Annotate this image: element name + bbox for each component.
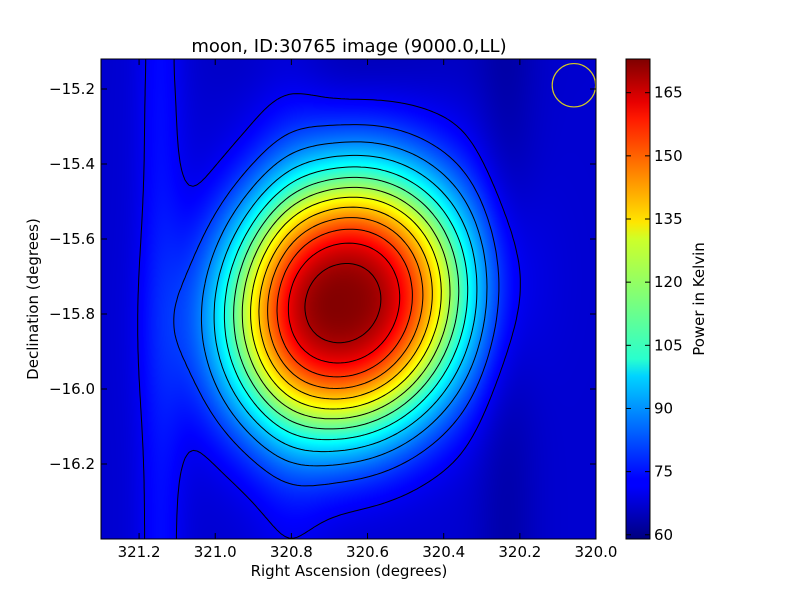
contour-lines [137, 59, 521, 539]
y-axis-ticks: −15.2 −15.4 −15.6 −15.8 −16.0 −16.2 [49, 80, 596, 473]
contour-line [223, 166, 469, 441]
colorbar-tick-label: 75 [654, 463, 673, 481]
colorbar-gradient [626, 59, 650, 539]
contour-line [258, 206, 433, 400]
y-tick-label: −16.2 [49, 455, 95, 473]
contour-line [276, 228, 413, 378]
colorbar-tick-label: 135 [654, 210, 683, 228]
x-tick-label: 320.8 [270, 543, 313, 561]
contour-line [287, 242, 401, 364]
y-tick-label: −15.2 [49, 80, 95, 98]
contour-line [241, 186, 451, 420]
x-tick-label: 321.2 [118, 543, 161, 561]
y-tick-label: −15.4 [49, 155, 95, 173]
colorbar-tick-label: 150 [654, 147, 683, 165]
colorbar-tick-label: 105 [654, 336, 683, 354]
x-axis-ticks: 321.2 321.0 320.8 320.6 320.4 320.2 320.0 [118, 59, 618, 561]
y-tick-label: −16.0 [49, 380, 95, 398]
colorbar-ticks: 60 75 90 105 120 135 150 165 [626, 84, 683, 544]
contour-line [267, 217, 424, 389]
x-axis-label: Right Ascension (degrees) [251, 562, 448, 580]
contour-line [173, 124, 500, 487]
plot-frame [100, 58, 597, 540]
x-tick-label: 321.0 [194, 543, 237, 561]
x-tick-label: 320.4 [422, 543, 465, 561]
plot-area: 321.2 321.0 320.8 320.6 320.4 320.2 320.0 −15.… [49, 58, 618, 561]
heatmap-image [101, 59, 596, 539]
colorbar-tick-label: 60 [654, 526, 673, 544]
colorbar-tick-label: 165 [654, 84, 683, 102]
contour-line [304, 263, 382, 344]
colorbar-tick-label: 120 [654, 273, 683, 291]
contour-line [213, 154, 478, 453]
contour-line [137, 59, 521, 539]
colorbar: 60 75 90 105 120 135 150 165 [625, 58, 683, 544]
x-tick-label: 320.6 [346, 543, 389, 561]
colorbar-frame [625, 58, 651, 540]
y-tick-label: −15.6 [49, 230, 95, 248]
contour-line [200, 141, 488, 467]
x-tick-label: 320.2 [498, 543, 541, 561]
x-tick-label: 320.0 [575, 543, 618, 561]
y-tick-label: −15.8 [49, 305, 95, 323]
contour-line [250, 196, 442, 410]
y-axis-label: Declination (degrees) [24, 218, 42, 380]
chart-title: moon, ID:30765 image (9000.0,LL) [191, 36, 506, 57]
contour-line [233, 176, 460, 430]
colorbar-label: Power in Kelvin [690, 242, 708, 356]
colorbar-tick-label: 90 [654, 399, 673, 417]
